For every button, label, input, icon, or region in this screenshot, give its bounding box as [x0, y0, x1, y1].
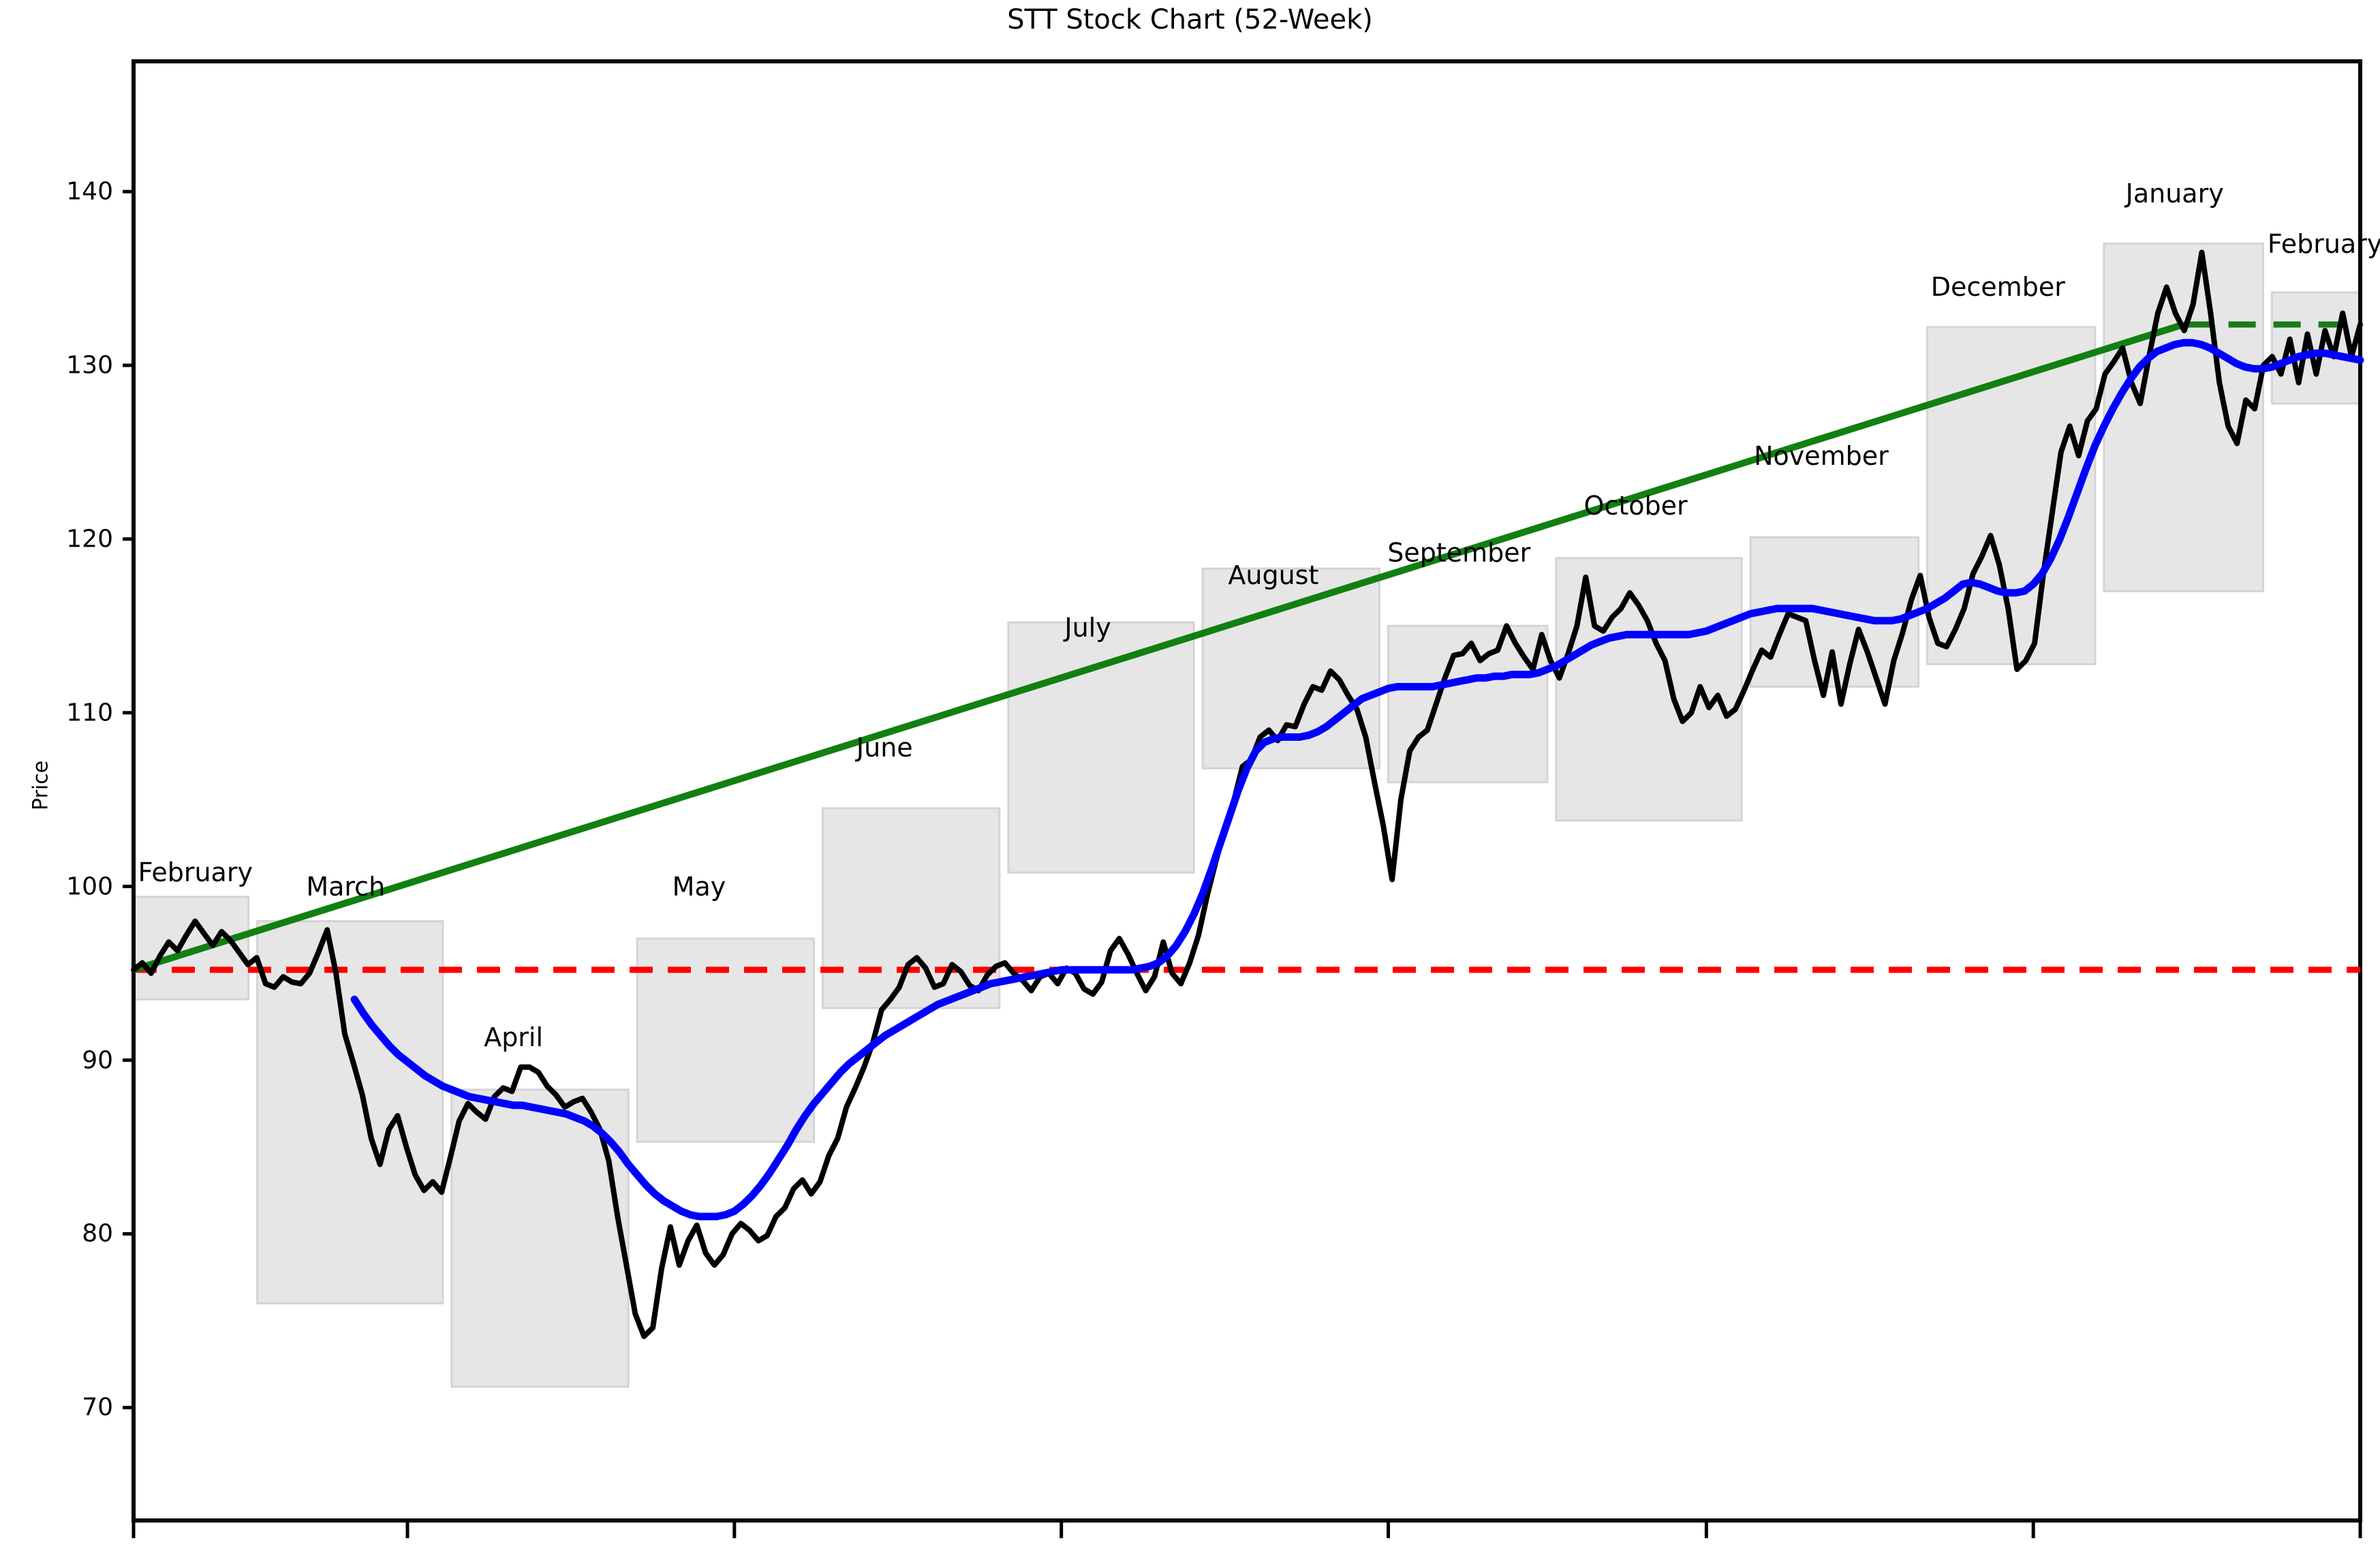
month-label-april: April [484, 1022, 544, 1053]
month-label-august: August [1228, 560, 1319, 591]
y-tick-label: 140 [66, 177, 113, 206]
axes-group [132, 59, 2362, 1523]
month-label-september: September [1387, 538, 1531, 568]
month-label-july: July [1064, 612, 1111, 643]
month-band [132, 896, 250, 1000]
month-label-february: February [138, 857, 253, 888]
month-band [256, 920, 444, 1304]
month-band [450, 1088, 630, 1388]
y-tick-label: 70 [82, 1393, 113, 1422]
month-label-january: January [2125, 178, 2224, 209]
month-label-october: October [1583, 491, 1688, 521]
trendline [132, 321, 2185, 973]
y-tick-label: 130 [66, 351, 113, 380]
series-line-moving-average [350, 339, 2364, 1221]
reference-lines-group [134, 321, 2360, 973]
y-tick-label: 100 [66, 872, 113, 901]
y-tick-label: 110 [66, 699, 113, 727]
month-label-november: November [1754, 440, 1889, 471]
tick-marks-group [123, 189, 2362, 1538]
month-band [2103, 243, 2264, 592]
month-band [1926, 326, 2097, 665]
chart-title: STT Stock Chart (52-Week) [1007, 4, 1373, 35]
month-label-june: June [856, 732, 913, 763]
month-label-december: December [1930, 272, 2065, 303]
y-tick-label: 90 [82, 1046, 113, 1075]
month-band [822, 807, 1001, 1009]
month-label-march: March [306, 871, 386, 902]
month-label-may: May [672, 871, 726, 902]
y-tick-label: 80 [82, 1219, 113, 1248]
y-tick-label: 120 [66, 525, 113, 553]
month-label-february: February [2267, 228, 2380, 259]
month-bands-group [132, 243, 2362, 1388]
month-band [1007, 621, 1195, 874]
axes-frame [132, 59, 2362, 1523]
trendline-group [132, 321, 2185, 973]
series-group [131, 249, 2364, 1339]
month-band [1555, 557, 1743, 822]
